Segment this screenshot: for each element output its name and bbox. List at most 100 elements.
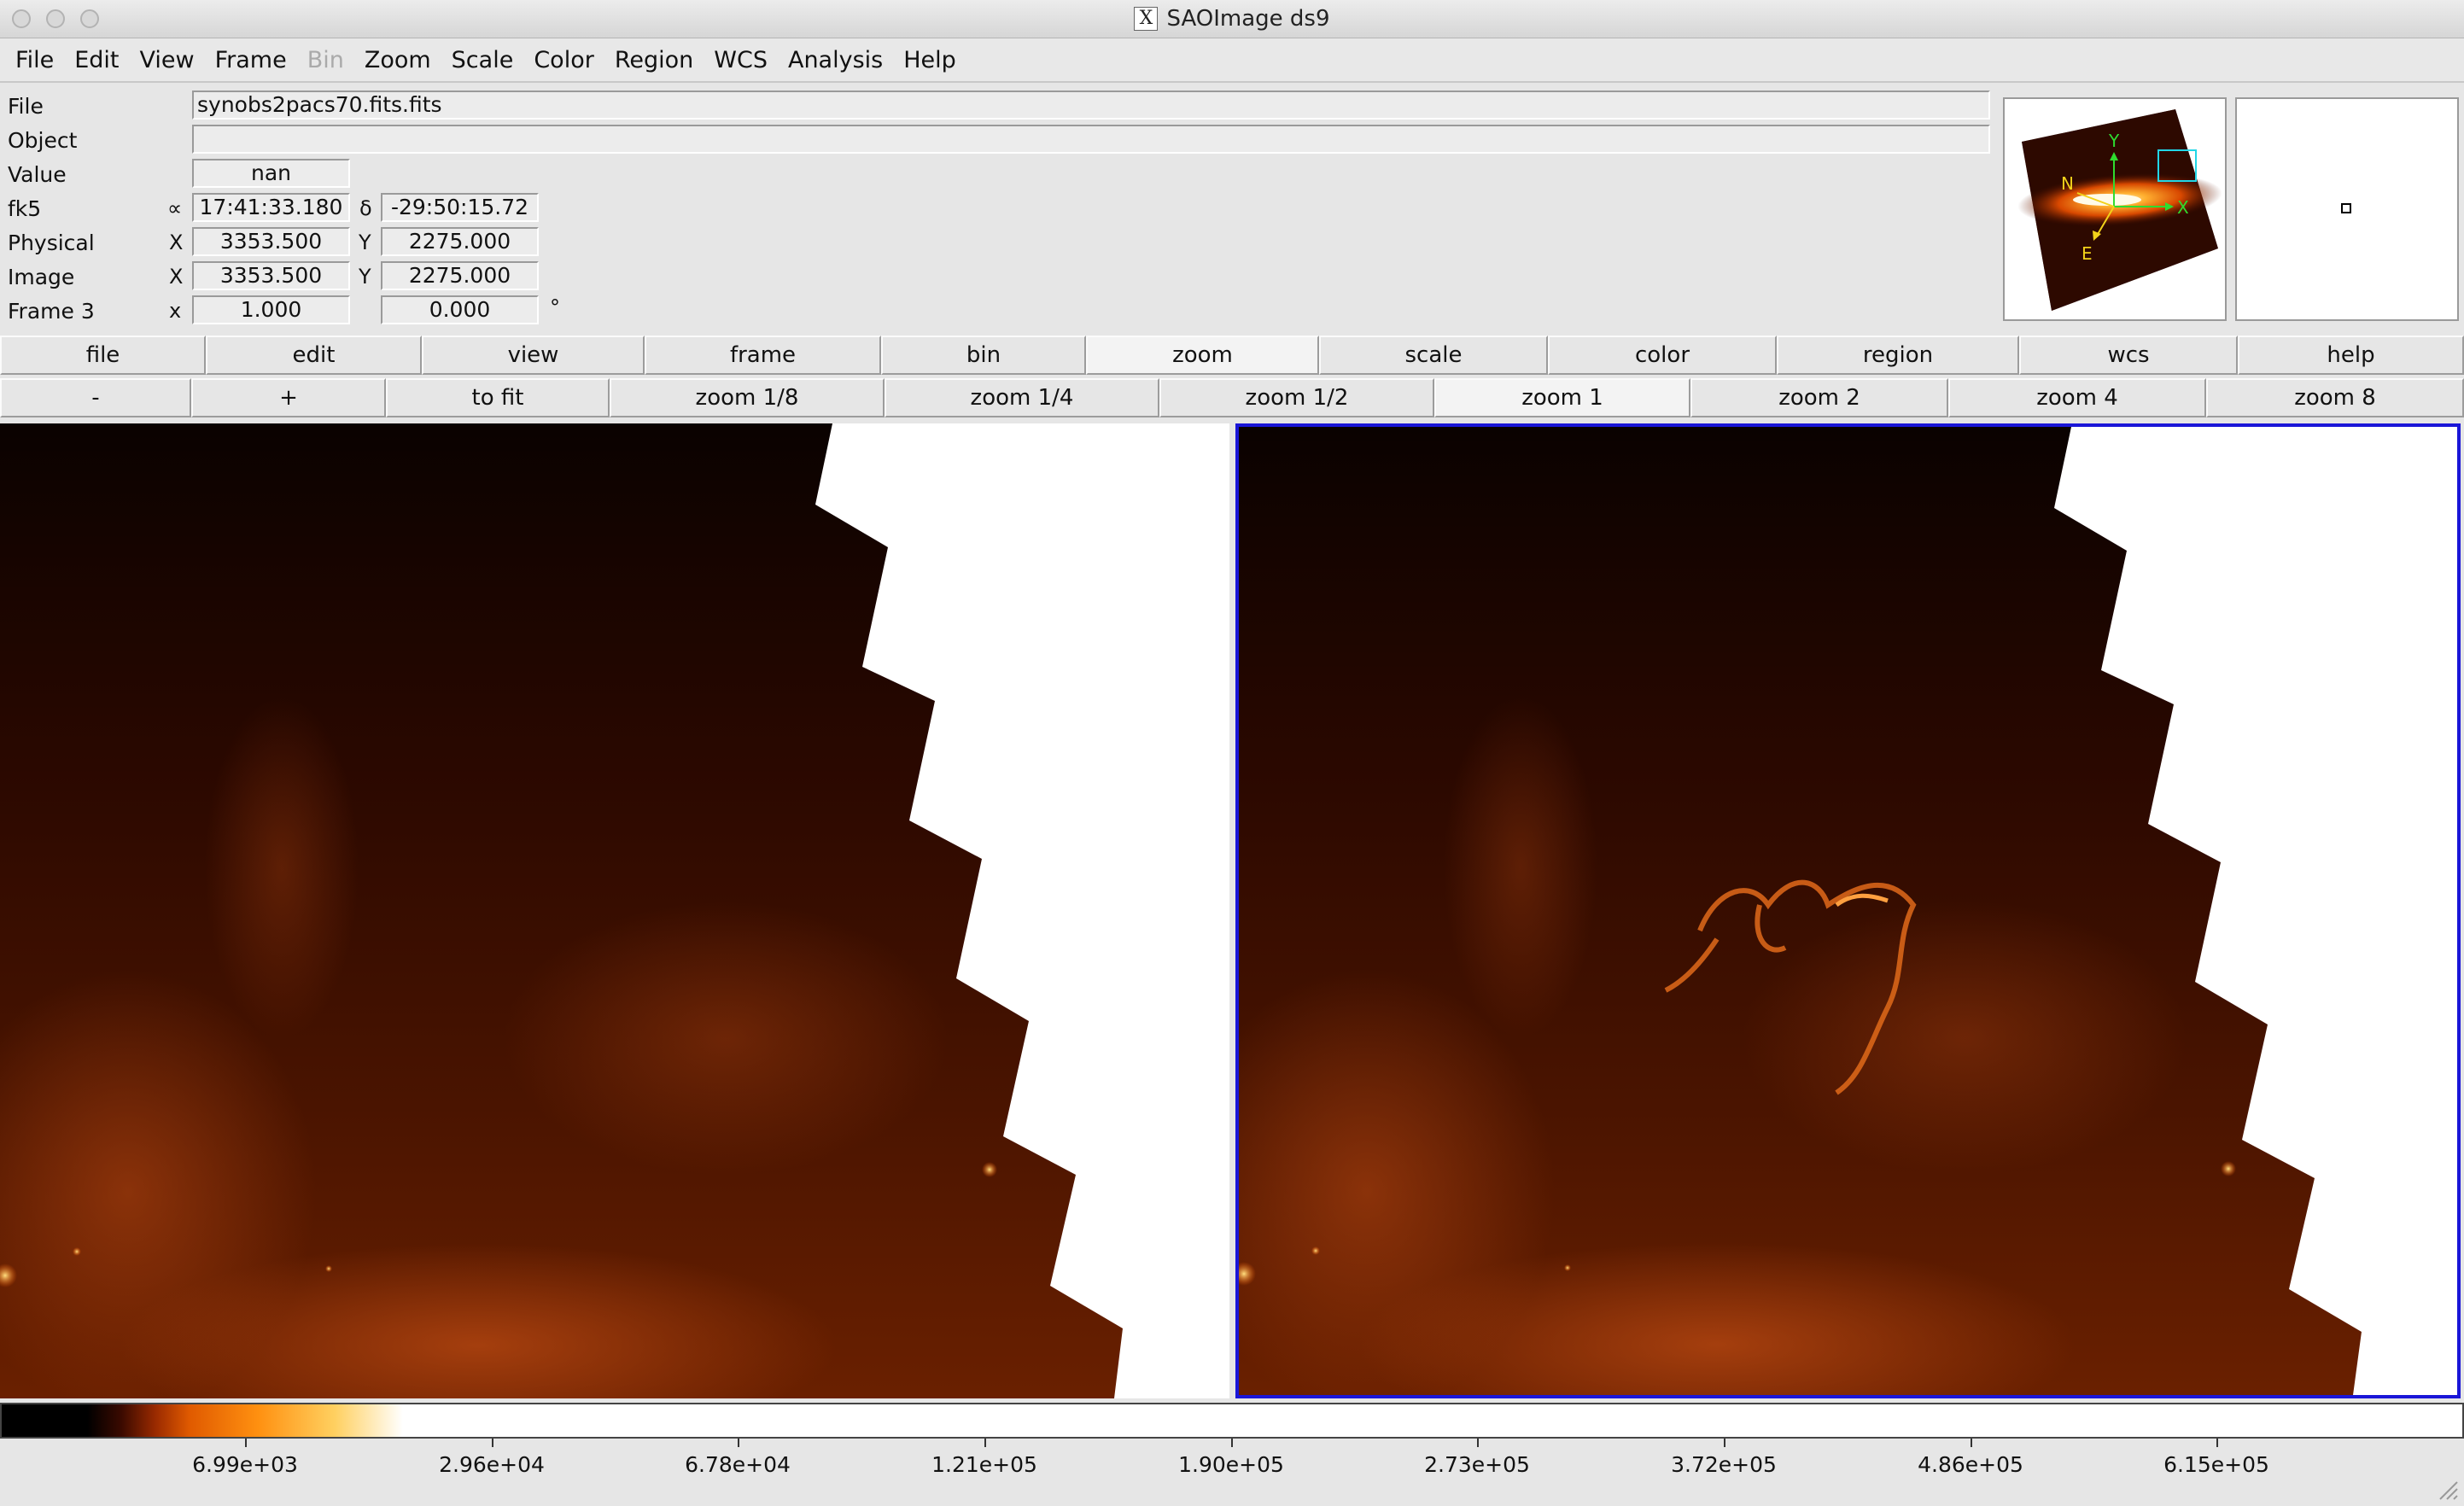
object-value [192, 125, 1990, 154]
panner[interactable]: Y X N E [2003, 97, 2227, 321]
btn-bin[interactable]: bin [881, 336, 1086, 375]
panner-bright-core [2073, 194, 2141, 206]
btn-scale[interactable]: scale [1319, 336, 1548, 375]
object-label: Object [8, 128, 78, 153]
btn-region[interactable]: region [1777, 336, 2019, 375]
frame-zoom-value: 1.000 [192, 295, 350, 324]
colorbar-tick-label: 4.86e+05 [1918, 1452, 2023, 1477]
button-bar-major: file edit view frame bin zoom scale colo… [0, 336, 2464, 375]
menu-help[interactable]: Help [903, 46, 956, 73]
close-window-button[interactable] [12, 9, 31, 28]
menu-scale[interactable]: Scale [451, 46, 514, 73]
colorbar-tick [2216, 1439, 2218, 1447]
physical-y-value: 2275.000 [381, 227, 539, 256]
btn-zoom-out[interactable]: - [0, 378, 191, 417]
fk5-row: fk5 ∝ 17:41:33.180 δ -29:50:15.72 [0, 191, 1998, 222]
colorbar-tick [1724, 1439, 1725, 1447]
physical-x-symbol: X [169, 231, 184, 254]
physical-x-value: 3353.500 [192, 227, 350, 256]
frame-2-filament [1444, 696, 1597, 1037]
colorbar-tick [1477, 1439, 1479, 1447]
physical-row: Physical X 3353.500 Y 2275.000 [0, 225, 1998, 256]
alpha-symbol: ∝ [167, 196, 183, 220]
menu-wcs[interactable]: WCS [714, 46, 768, 73]
image-frame-2-current[interactable] [1235, 423, 2461, 1398]
panner-x-label: X [2177, 197, 2189, 218]
menu-edit[interactable]: Edit [74, 46, 120, 73]
btn-help[interactable]: help [2238, 336, 2464, 375]
panner-view-box[interactable] [2157, 149, 2197, 182]
frame-2-bright-core [1835, 893, 1889, 908]
colorbar-tick-label: 6.15e+05 [2163, 1452, 2269, 1477]
btn-zoom-2[interactable]: zoom 2 [1690, 378, 1948, 417]
btn-edit[interactable]: edit [206, 336, 422, 375]
frame-1-filament [205, 697, 359, 1038]
panner-y-label: Y [2108, 131, 2120, 151]
menu-color[interactable]: Color [534, 46, 594, 73]
colorbar[interactable] [0, 1403, 2464, 1439]
resize-grip-icon[interactable] [2437, 1479, 2459, 1501]
button-bar-zoom: - + to fit zoom 1/8 zoom 1/4 zoom 1/2 zo… [0, 378, 2464, 417]
delta-symbol: δ [359, 196, 372, 220]
value-label: Value [8, 162, 67, 187]
frame-2-emission-left [1239, 969, 1555, 1395]
zoom-window-button[interactable] [80, 9, 99, 28]
frame-row: Frame 3 x 1.000 0.000 ° [0, 294, 1998, 324]
btn-zoom-1[interactable]: zoom 1 [1434, 378, 1690, 417]
colorbar-tick [1971, 1439, 1972, 1447]
value-row: Value nan [0, 157, 1998, 188]
panner-east-label: E [2082, 243, 2093, 264]
colorbar-tick [245, 1439, 247, 1447]
btn-wcs[interactable]: wcs [2019, 336, 2238, 375]
btn-zoom-1-2[interactable]: zoom 1/2 [1159, 378, 1434, 417]
file-value: synobs2pacs70.fits.fits [192, 90, 1990, 120]
menu-frame[interactable]: Frame [214, 46, 287, 73]
btn-zoom-1-8[interactable]: zoom 1/8 [610, 378, 885, 417]
menu-region[interactable]: Region [614, 46, 694, 73]
btn-frame[interactable]: frame [645, 336, 881, 375]
colorbar-tick-label: 3.72e+05 [1671, 1452, 1777, 1477]
frame-2-emission-bottom [1358, 1242, 2076, 1395]
colorbar-tick-label: 2.73e+05 [1424, 1452, 1530, 1477]
btn-zoom-1-4[interactable]: zoom 1/4 [885, 378, 1159, 417]
frame-1-star [73, 1247, 81, 1256]
frame-1-emission-left [0, 970, 316, 1398]
info-panel: File synobs2pacs70.fits.fits Object Valu… [0, 85, 1998, 329]
title-bar: X SAOImage ds9 [0, 0, 2464, 38]
frame-2-star [2221, 1161, 2236, 1176]
frame-2-bright-filaments [1664, 879, 1917, 1095]
menu-analysis[interactable]: Analysis [787, 46, 884, 73]
frame-2-emission-mid [1743, 901, 2187, 1174]
magnifier [2235, 97, 2459, 321]
physical-label: Physical [8, 231, 95, 255]
frame-angle-value: 0.000 [381, 295, 539, 324]
btn-zoom-in[interactable]: + [191, 378, 386, 417]
menu-view[interactable]: View [139, 46, 195, 73]
btn-zoom[interactable]: zoom [1086, 336, 1319, 375]
physical-y-symbol: Y [359, 231, 371, 254]
btn-zoom-to-fit[interactable]: to fit [386, 378, 610, 417]
window-title: SAOImage ds9 [1166, 6, 1330, 32]
btn-zoom-8[interactable]: zoom 8 [2206, 378, 2464, 417]
frame-2-star [1564, 1264, 1571, 1271]
menu-zoom[interactable]: Zoom [364, 46, 431, 73]
menu-bar: File Edit View Frame Bin Zoom Scale Colo… [0, 38, 2464, 83]
image-frame-1[interactable] [0, 423, 1229, 1398]
menu-file[interactable]: File [15, 46, 55, 73]
colorbar-tick-label: 6.78e+04 [685, 1452, 791, 1477]
btn-zoom-4[interactable]: zoom 4 [1948, 378, 2206, 417]
file-label: File [8, 94, 44, 119]
colorbar-tick [984, 1439, 986, 1447]
btn-color[interactable]: color [1548, 336, 1777, 375]
btn-view[interactable]: view [422, 336, 645, 375]
minimize-window-button[interactable] [46, 9, 65, 28]
colorbar-scale: 6.99e+03 2.96e+04 6.78e+04 1.21e+05 1.90… [0, 1439, 2464, 1490]
btn-file[interactable]: file [0, 336, 206, 375]
frame-2-star [1311, 1246, 1320, 1255]
frame-1-star [982, 1162, 997, 1177]
frame-1-emission-bottom [120, 1243, 837, 1398]
frame-2-star [1239, 1262, 1256, 1286]
frame-1-star [325, 1265, 332, 1272]
panner-x-arrowhead [2165, 202, 2174, 211]
image-x-value: 3353.500 [192, 261, 350, 290]
